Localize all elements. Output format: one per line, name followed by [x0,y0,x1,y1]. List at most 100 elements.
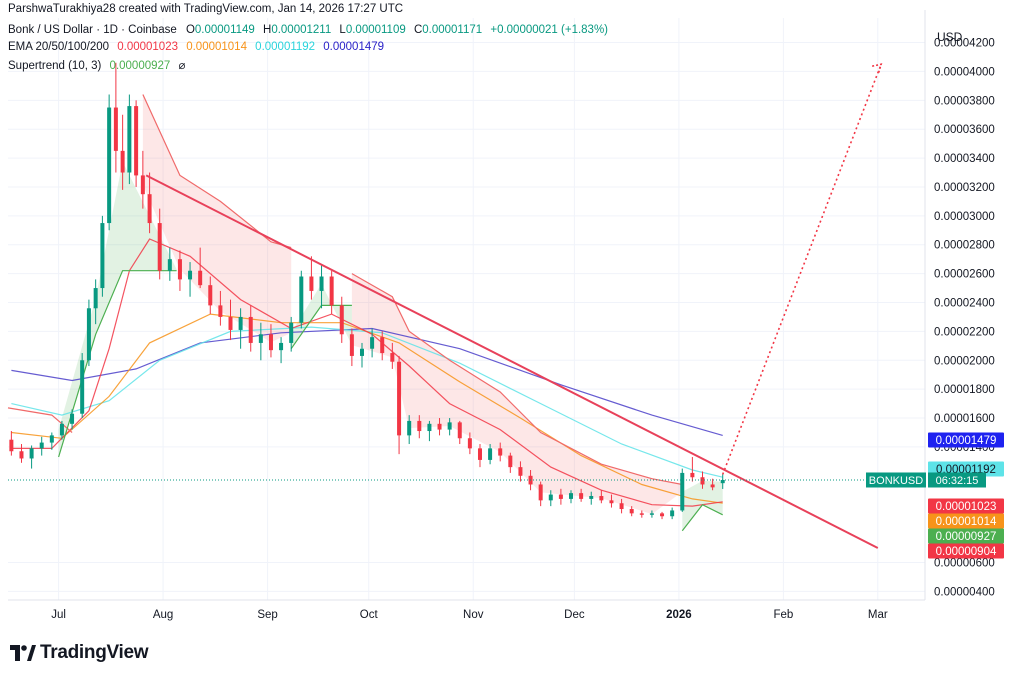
candle-body [589,496,594,499]
supertrend-down-line [142,94,292,249]
candle-body [417,420,422,432]
high-value: 0.00001211 [271,24,332,36]
publisher-line: ParshwaTurakhiya28 created with TradingV… [8,3,404,15]
candle-body [508,455,513,468]
candle-body [660,513,665,517]
candle-body [70,413,75,424]
candle-body [198,270,203,286]
high-label: H [263,24,272,36]
y-axis-tick-label: 0.00003400 [934,153,995,165]
y-axis-tick-label: 0.00003000 [934,211,995,223]
candle-body [548,494,553,501]
candle-body [299,276,304,323]
candle-body [279,342,284,351]
open-value: 0.00001149 [194,24,255,36]
open-label: O [185,24,195,36]
supertrend-up-line [681,503,723,532]
candle-body [380,337,385,354]
ema100-value: 0.00001192 [255,41,316,53]
candle-body [218,305,223,317]
x-axis-tick-label: Nov [463,609,484,621]
supertrend-legend[interactable]: Supertrend (10, 3) 0.00000927 ⌀ [8,58,185,72]
candle-body [349,334,354,356]
candle-body [208,285,213,306]
price-tag-label: 0.00001023 [936,501,997,513]
candle-body [268,334,273,351]
candle-body [720,479,725,484]
candle-body [579,493,584,499]
candle-body [188,270,193,280]
low-value: 0.00001109 [345,24,406,36]
ema20-value: 0.00001023 [117,41,178,53]
price-tag [928,528,1004,544]
candle-body [649,513,654,515]
candle-body [609,500,614,504]
y-axis-tick-label: 0.00004200 [934,38,995,50]
countdown-tag [928,472,986,488]
price-tag [928,498,1004,514]
price-tag [928,432,1004,448]
candle-body [670,510,675,517]
ohlc-legend: Bonk / US Dollar · 1D · Coinbase O0.0000… [8,24,608,36]
candle-body [488,448,493,460]
supertrend-down-line [351,273,683,486]
x-axis-tick-label: Mar [868,609,888,621]
candle-body [359,348,364,356]
x-axis-tick-label: Feb [773,609,793,621]
ema200-line [11,327,723,436]
supertrend-downtrend-fill [142,94,292,343]
candle-body [467,438,472,449]
ema-legend[interactable]: EMA 20/50/100/200 0.00001023 0.00001014 … [8,41,384,53]
candle-body [49,435,54,443]
supertrend-uptrend-fill [682,480,723,531]
y-axis-tick-label: 0.00002400 [934,298,995,310]
candle-body [329,276,334,306]
candle-body [477,448,482,460]
candle-body [639,513,644,515]
y-axis-tick-label: 0.00000600 [934,557,995,569]
ema200-value: 0.00001479 [323,41,385,53]
candle-body [93,288,98,309]
ema-label: EMA 20/50/100/200 [8,41,110,53]
close-value: 0.00001171 [422,24,483,36]
supertrend-up-line [58,270,177,458]
candle-body [113,107,118,151]
candle-body [558,494,563,499]
candle-body [120,150,125,173]
candle-body [248,316,253,343]
symbol-tag [866,472,926,488]
y-axis-tick-label: 0.00002200 [934,326,995,338]
candle-body [100,223,105,289]
candle-body [599,496,604,501]
supertrend-value: 0.00000927 [109,60,171,72]
ema20-line [11,238,723,507]
candle-body [397,361,402,436]
y-axis-tick-label: 0.00002600 [934,269,995,281]
ema50-line [11,313,723,504]
tradingview-logo[interactable]: TradingView [10,642,149,664]
change-value: +0.00000021 (+1.83%) [490,24,609,36]
candle-body [690,472,695,478]
candle-body [700,477,705,485]
supertrend-label: Supertrend (10, 3) [8,60,102,72]
candle-body [167,259,172,271]
candle-body [19,451,24,459]
supertrend-uptrend-fill [58,161,177,457]
symbol-title[interactable]: Bonk / US Dollar · 1D · Coinbase [8,24,177,36]
candle-body [228,316,233,330]
y-axis-tick-label: 0.00002800 [934,240,995,252]
x-axis-tick-label: Sep [257,609,277,621]
y-axis-tick-label: 0.00003600 [934,124,995,136]
candle-body [427,423,432,432]
y-axis-tick-label: 0.00003800 [934,95,995,107]
low-label: L [339,24,346,36]
candle-body [538,484,543,501]
candle-body [177,259,182,280]
candle-body [680,472,685,511]
x-axis-tick-label: 2026 [666,609,692,621]
candle-body [80,360,85,414]
candle-body [9,439,14,452]
price-tag-label: 0.00000904 [936,546,997,558]
candle-body [147,194,152,224]
